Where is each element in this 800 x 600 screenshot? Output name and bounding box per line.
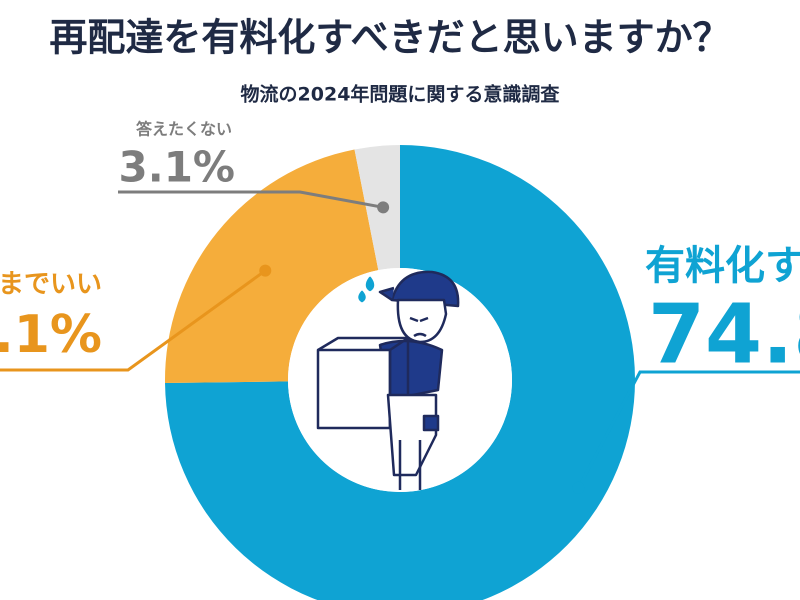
- labels: 有料化すべき74.8% このままでいい 22.1% 答えたくない 3.1%: [0, 120, 800, 494]
- illustration: [316, 270, 460, 490]
- category-label: 答えたくない: [136, 120, 232, 139]
- value-label: 22.1%: [0, 305, 102, 365]
- donut-segment: [165, 149, 379, 383]
- donut-segment: [165, 145, 635, 600]
- leader-dot: [377, 201, 390, 214]
- value-label: 74.8%: [648, 287, 800, 382]
- leader-dot: [259, 264, 272, 277]
- leader-line: [0, 269, 267, 372]
- chart-subtitle: 物流の2024年問題に関する意識調査: [241, 83, 561, 106]
- chart-title: 再配達を有料化すべきだと思いますか？: [49, 16, 730, 60]
- category-label: このままでいい: [0, 270, 102, 300]
- leader-line: [577, 370, 800, 489]
- leader-dot: [572, 481, 585, 494]
- leader-line: [118, 190, 384, 209]
- category-label: 有料化すべき: [645, 243, 800, 289]
- value-label: 3.1%: [119, 143, 235, 192]
